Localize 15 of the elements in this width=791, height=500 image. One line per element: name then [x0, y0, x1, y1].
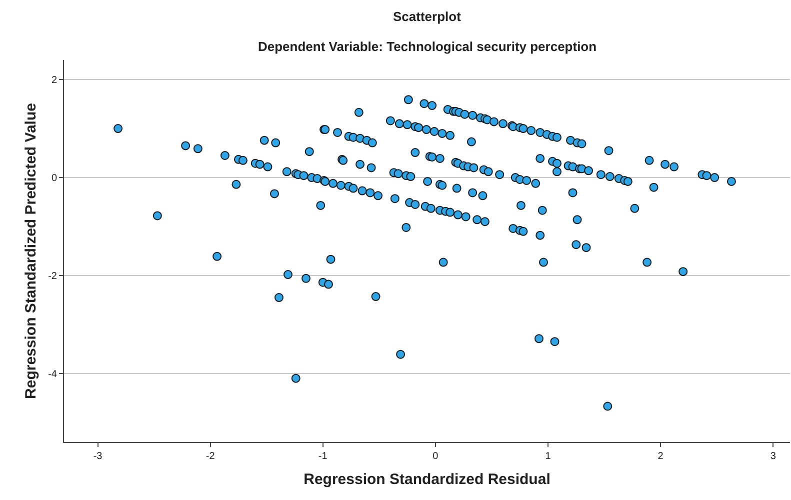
x-axis-title: Regression Standardized Residual — [304, 471, 550, 488]
chart-title: Scatterplot — [393, 9, 462, 24]
y-tick-label: -2 — [48, 270, 58, 282]
chart-subtitle: Dependent Variable: Technological security perception — [258, 39, 597, 54]
x-tick-label: 3 — [770, 451, 776, 462]
x-tick-label: -2 — [206, 451, 216, 462]
x-tick-label: 0 — [432, 451, 439, 462]
y-tick-label: -4 — [48, 368, 58, 380]
y-tick-label: 2 — [51, 75, 58, 86]
y-tick-label: 0 — [51, 173, 58, 184]
x-tick-label: -1 — [318, 451, 328, 462]
x-tick-label: 1 — [545, 451, 552, 462]
x-tick-label: 2 — [658, 451, 664, 462]
y-axis-title: Regression Standardized Predicted Value — [22, 103, 40, 399]
x-tick-label: -3 — [93, 451, 103, 462]
